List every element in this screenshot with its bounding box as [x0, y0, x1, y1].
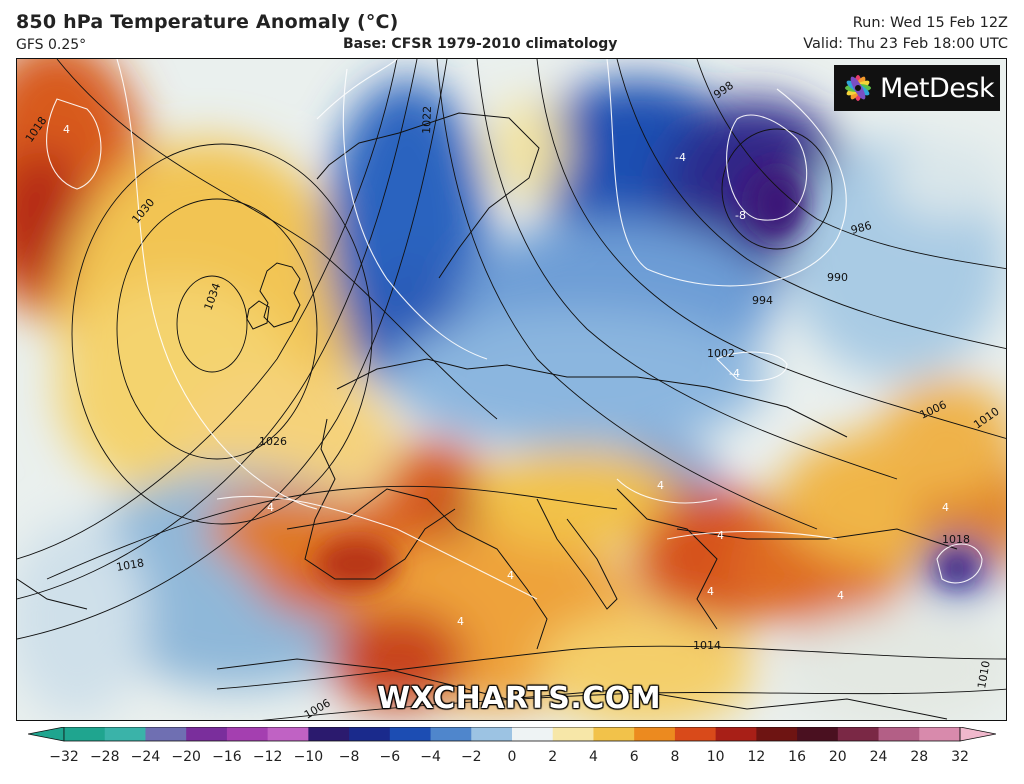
colorbar-tick-label: −8	[338, 749, 360, 765]
chart-title: 850 hPa Temperature Anomaly (°C)	[16, 11, 399, 33]
colorbar-tick-label: −12	[252, 749, 283, 765]
colorbar-tick-label: −20	[171, 749, 201, 765]
colorbar-segment	[308, 727, 350, 741]
contour-label: 4	[457, 615, 464, 628]
colorbar-tick-label: 8	[670, 749, 680, 765]
colorbar-tick-label: 32	[951, 749, 969, 765]
colorbar-tick-label: 10	[706, 749, 725, 765]
colorbar-tick-label: −4	[420, 749, 441, 765]
contour-label: 4	[717, 529, 724, 542]
logo-text: MetDesk	[880, 72, 995, 104]
colorbar-segment	[715, 727, 757, 741]
isobar-label: 986	[849, 219, 873, 237]
colorbar-segment	[430, 727, 472, 741]
colorbar-segment	[837, 727, 880, 741]
isobar-label: 990	[827, 271, 848, 284]
anomaly-contours	[46, 59, 983, 600]
colorbar-tick-label: −10	[293, 749, 324, 765]
colorbar-segment	[634, 727, 676, 741]
colorbar-tick-label: −6	[379, 749, 401, 765]
contour-label: -4	[729, 367, 740, 380]
isobars	[17, 59, 1006, 720]
anomaly-map: 1018 1030 1034 1022 998 986 990 994 1002…	[17, 59, 1006, 720]
contour-labels: 4 -4 -8 -4 4 4 4 4 4 4 4 4	[63, 123, 949, 628]
colorbar-segment	[919, 727, 961, 741]
colorbar-tick-label: −2	[460, 749, 482, 765]
isobar-label: 1022	[420, 106, 434, 134]
colorbar-tick-label: 16	[788, 749, 806, 765]
colorbar-segment	[349, 727, 391, 741]
colorbar-tick-label: −28	[89, 749, 120, 765]
isobar-label: 1010	[975, 660, 993, 690]
colorbar-tick-label: 2	[548, 749, 558, 765]
isobar-label: 1002	[707, 347, 735, 360]
metdesk-logo: MetDesk	[834, 65, 1000, 111]
colorbar-segment	[186, 727, 228, 741]
colorbar-segment	[389, 727, 432, 741]
contour-label: 4	[507, 569, 514, 582]
run-label: Run: Wed 15 Feb 12Z	[852, 15, 1008, 31]
colorbar-tick-label: 4	[588, 749, 598, 765]
colorbar-tick-label: 0	[507, 749, 517, 765]
coastlines	[17, 112, 958, 720]
colorbar-tick-label: 20	[828, 749, 847, 765]
colorbar-segment	[104, 727, 146, 741]
base-label: Base: CFSR 1979-2010 climatology	[343, 36, 618, 52]
colorbar-tick-label: −24	[130, 749, 161, 765]
colorbar-tick-label: −32	[49, 749, 79, 765]
colorbar-segment	[267, 727, 309, 741]
isobar-label: 1018	[115, 556, 145, 574]
isobar-label: 994	[752, 294, 773, 307]
colorbar-segment	[878, 727, 920, 741]
colorbar-tick-label: −16	[212, 749, 242, 765]
contour-label: 4	[707, 585, 714, 598]
colorbar-segment	[145, 727, 187, 741]
colorbar-scale	[27, 726, 997, 742]
colorbar-segment	[797, 727, 839, 741]
contour-label: 4	[657, 479, 664, 492]
colorbar-segment	[512, 727, 554, 741]
colorbar-tick-label: 24	[869, 749, 888, 765]
colorbar-segment	[756, 727, 798, 741]
colorbar-segment	[226, 727, 269, 741]
valid-label: Valid: Thu 23 Feb 18:00 UTC	[803, 36, 1008, 52]
map-panel: 1018 1030 1034 1022 998 986 990 994 1002…	[16, 58, 1007, 721]
colorbar-segment	[593, 727, 635, 741]
colorbar-segment	[674, 727, 717, 741]
colorbar-segment	[64, 727, 106, 741]
watermark: WXCHARTS.COM	[377, 681, 662, 716]
contour-label: -4	[675, 151, 686, 164]
isobar-label: 1018	[942, 533, 970, 546]
colorbar-arrow-left	[27, 726, 65, 742]
contour-label: 4	[267, 501, 274, 514]
colorbar-tick-label: 6	[629, 749, 639, 765]
colorbar-segment	[471, 727, 513, 741]
model-label: GFS 0.25°	[16, 37, 87, 53]
isobar-label: 1014	[693, 639, 721, 652]
colorbar-segment	[552, 727, 594, 741]
contour-label: 4	[837, 589, 844, 602]
contour-label: 4	[63, 123, 70, 136]
colorbar-tick-label: 28	[910, 749, 929, 765]
metdesk-flower-icon	[845, 75, 871, 101]
isobar-label: 1026	[259, 435, 287, 448]
contour-label: 4	[942, 501, 949, 514]
colorbar: −32 −28 −24 −20 −16 −12 −10 −8 −6 −4 −2 0 2 4 6 8 10 12 16…	[27, 726, 997, 775]
contour-label: -8	[735, 209, 746, 222]
colorbar-arrow-right	[959, 726, 997, 742]
colorbar-frame	[63, 726, 961, 742]
colorbar-tick-label: 12	[747, 749, 766, 765]
